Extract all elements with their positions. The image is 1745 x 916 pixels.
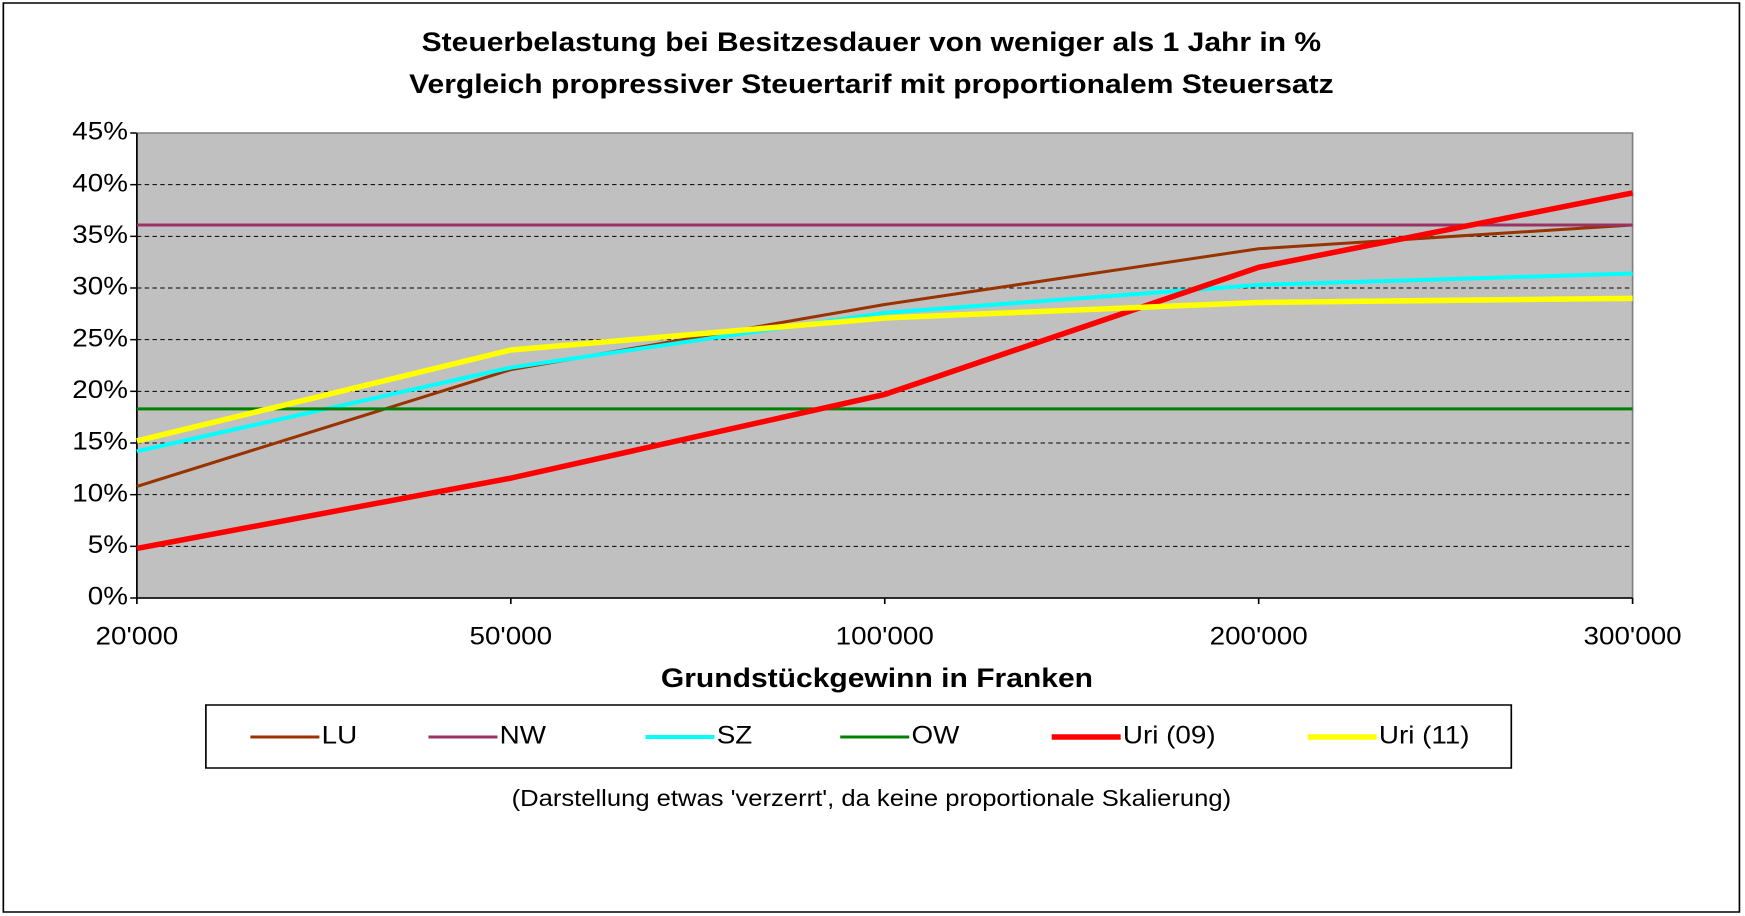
- x-tick-label: 50'000: [469, 622, 552, 650]
- note: (Darstellung etwas 'verzerrt', da keine …: [512, 786, 1232, 812]
- y-tick-label: 35%: [72, 220, 128, 248]
- x-axis-label: Grundstückgewinn in Franken: [661, 664, 1093, 694]
- legend-label: Uri (09): [1123, 721, 1216, 749]
- x-tick-label: 100'000: [836, 622, 934, 650]
- y-tick-label: 30%: [72, 272, 128, 300]
- series-line: [136, 271, 1633, 454]
- legend-label: OW: [911, 721, 959, 749]
- y-tick-label: 25%: [72, 324, 128, 352]
- legend-label: SZ: [717, 721, 753, 749]
- y-tick-label: 40%: [72, 169, 128, 197]
- series-line: [136, 190, 1634, 552]
- y-tick-label: 20%: [72, 375, 128, 403]
- y-tick-label: 0%: [88, 582, 128, 610]
- series-line: [136, 295, 1633, 444]
- y-tick-label: 45%: [72, 117, 128, 145]
- y-tick-label: 10%: [72, 479, 128, 507]
- plot-area: [136, 133, 1633, 598]
- x-tick-label: 200'000: [1210, 622, 1308, 650]
- x-tick-label: 20'000: [96, 622, 179, 650]
- chart-title: Steuerbelastung bei Besitzesdauer von we…: [422, 28, 1322, 58]
- legend-label: NW: [500, 721, 546, 749]
- y-tick-label: 15%: [72, 427, 128, 455]
- legend-label: LU: [322, 721, 358, 749]
- chart-subtitle: Vergleich propressiver Steuertarif mit p…: [409, 70, 1334, 100]
- y-tick-label: 5%: [88, 530, 128, 558]
- x-tick-label: 300'000: [1584, 622, 1682, 650]
- legend-label: Uri (11): [1379, 721, 1470, 749]
